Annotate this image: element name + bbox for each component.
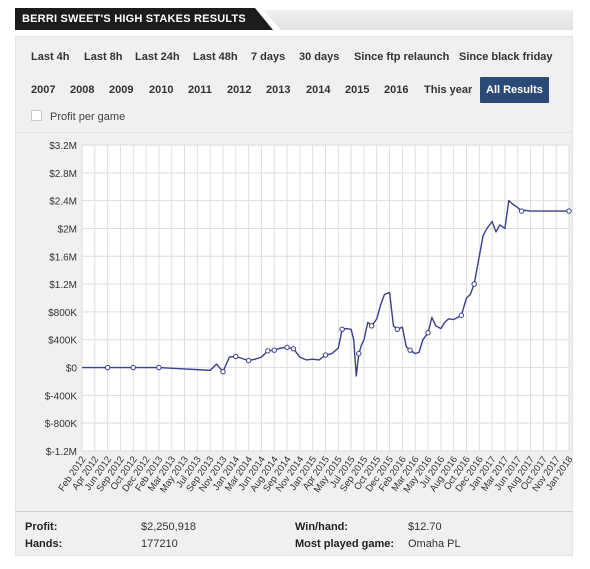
profit-value: $2,250,918	[141, 521, 197, 533]
data-point	[322, 352, 329, 358]
profit-label: Profit:	[25, 521, 58, 533]
most-played-label: Most played game:	[295, 538, 395, 550]
profit-series-line	[82, 199, 569, 377]
y-tick-label: $0	[66, 364, 78, 375]
data-point	[265, 348, 271, 354]
filter-2009[interactable]: 2009	[109, 84, 134, 96]
data-point	[245, 357, 252, 364]
y-tick-label: $800K	[48, 308, 77, 319]
filter-row-periods: Last 4h Last 8h Last 24h Last 48h 7 days…	[16, 47, 574, 67]
filter-2008[interactable]: 2008	[70, 84, 95, 96]
filter-2013[interactable]: 2013	[266, 84, 291, 96]
y-tick-label: $1.6M	[49, 252, 77, 263]
win-hand-label: Win/hand:	[295, 521, 349, 533]
data-point	[156, 364, 162, 371]
hands-value: 177210	[141, 538, 178, 550]
hands-label: Hands:	[25, 538, 63, 550]
data-point	[458, 312, 465, 319]
y-tick-label: $2.4M	[49, 197, 77, 208]
data-point	[290, 346, 297, 352]
data-point	[233, 353, 239, 360]
results-chart: $3.2M $2.8M $2.4M $2M $1.6M $1.2M $800K $400K $0…	[15, 133, 574, 511]
data-point	[407, 347, 413, 353]
filter-2012[interactable]: 2012	[227, 84, 252, 96]
data-point	[566, 208, 572, 214]
filter-panel: Last 4h Last 8h Last 24h Last 48h 7 days…	[15, 36, 573, 133]
data-point	[220, 369, 226, 375]
profit-per-game-checkbox[interactable]	[31, 110, 42, 121]
filter-since-black-friday[interactable]: Since black friday	[459, 51, 553, 63]
header-title: BERRI SWEET'S HIGH STAKES RESULTS	[15, 8, 273, 30]
win-hand-value: $12.70	[408, 521, 442, 533]
data-point	[518, 208, 525, 214]
filter-7-days[interactable]: 7 days	[251, 51, 286, 63]
most-played-value: Omaha PL	[408, 538, 461, 550]
filter-2014[interactable]: 2014	[306, 84, 331, 96]
filter-this-year[interactable]: This year	[424, 84, 473, 96]
filter-2015[interactable]: 2015	[345, 84, 370, 96]
stats-panel: Profit: $2,250,918 Win/hand: $12.70 Hand…	[15, 511, 573, 556]
data-point	[104, 364, 111, 371]
filter-2007[interactable]: 2007	[31, 84, 56, 96]
filter-since-ftp-relaunch[interactable]: Since ftp relaunch	[354, 51, 450, 63]
filter-30-days[interactable]: 30 days	[299, 51, 340, 63]
filter-2010[interactable]: 2010	[149, 84, 174, 96]
y-tick-label: $1.2M	[49, 280, 77, 291]
data-point	[471, 281, 477, 287]
y-tick-label: $-400K	[45, 391, 78, 402]
data-point	[284, 344, 290, 351]
filter-all-results[interactable]: All Results	[480, 77, 549, 103]
y-tick-label: $400K	[48, 336, 77, 347]
filter-2016[interactable]: 2016	[384, 84, 409, 96]
data-point	[394, 326, 400, 332]
data-point	[130, 364, 136, 371]
data-point	[271, 347, 277, 353]
profit-line-chart: $3.2M $2.8M $2.4M $2M $1.6M $1.2M $800K $400K $0…	[45, 141, 574, 495]
data-point	[425, 330, 431, 336]
data-point	[356, 350, 362, 357]
filter-2011[interactable]: 2011	[188, 84, 212, 96]
filter-last-4h[interactable]: Last 4h	[31, 51, 70, 63]
y-tick-label: $2M	[58, 224, 77, 235]
filter-last-8h[interactable]: Last 8h	[84, 51, 123, 63]
filter-row-years: 2007 2008 2009 2010 2011 2012 2013 2014 …	[16, 77, 574, 103]
filter-last-48h[interactable]: Last 48h	[193, 51, 238, 63]
data-point	[368, 323, 375, 329]
filter-last-24h[interactable]: Last 24h	[135, 51, 180, 63]
results-header: BERRI SWEET'S HIGH STAKES RESULTS	[15, 8, 573, 30]
header-decoration	[263, 10, 573, 30]
profit-per-game-label: Profit per game	[50, 111, 126, 123]
y-tick-label: $3.2M	[49, 141, 77, 152]
data-point	[339, 326, 345, 332]
y-tick-label: $-800K	[45, 419, 78, 430]
y-tick-label: $-1.2M	[46, 447, 77, 458]
y-tick-label: $2.8M	[49, 169, 77, 180]
